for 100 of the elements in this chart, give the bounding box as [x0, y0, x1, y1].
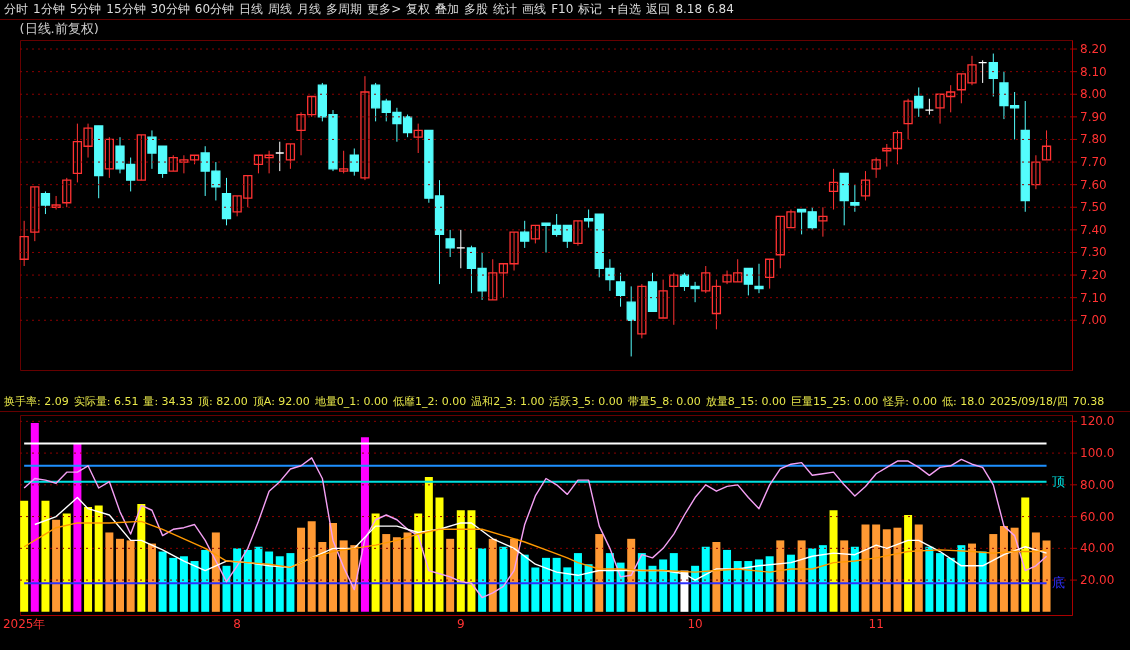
candlestick: [1041, 129, 1052, 161]
bar: [286, 553, 295, 612]
text: 低靡1_2: 0.00: [393, 395, 467, 408]
y-tick-label: 8.20: [1080, 42, 1107, 57]
text: 换手率: 2.09: [4, 395, 69, 408]
ref-line-label: 顶: [1052, 473, 1065, 489]
line-series: [23, 520, 1048, 573]
y-tick-label: 20.00: [1080, 573, 1115, 588]
candlestick: [658, 279, 668, 319]
bar: [105, 532, 114, 612]
bar: [424, 476, 433, 612]
bar: [169, 557, 178, 612]
text: 返回: [646, 2, 671, 16]
bar: [435, 497, 444, 612]
bar: [84, 507, 93, 612]
bar: [41, 500, 50, 612]
x-tick-label: 2025年: [2, 616, 46, 631]
bar: [158, 551, 167, 612]
bar: [669, 553, 678, 612]
bar: [243, 549, 252, 612]
candlestick: [850, 184, 860, 213]
bar: [1031, 532, 1040, 612]
bar: [382, 534, 391, 612]
bar: [179, 556, 188, 612]
text: 更多>: [367, 2, 402, 16]
y-tick-label: 7.70: [1080, 155, 1107, 170]
bar: [573, 553, 582, 612]
candlestick: [754, 263, 764, 294]
text: 多周期: [326, 2, 363, 16]
bar: [957, 545, 966, 612]
bar: [701, 546, 710, 612]
candlestick: [30, 186, 40, 242]
y-tick-label: 80.00: [1080, 477, 1115, 492]
bar: [392, 537, 401, 612]
text: 多股: [464, 2, 489, 16]
bar: [488, 538, 497, 612]
bar: [371, 513, 380, 612]
text: 放量8_15: 0.00: [705, 395, 787, 408]
bar: [648, 565, 657, 612]
text: 活跃3_5: 0.00: [549, 395, 623, 408]
x-tick-label: 10: [687, 616, 703, 631]
bar: [946, 557, 955, 612]
y-tick-label: 8.10: [1080, 64, 1107, 79]
bar: [137, 503, 146, 612]
candlestick: [615, 272, 626, 308]
bar: [776, 540, 785, 612]
bar: [20, 500, 29, 612]
bar: [116, 538, 124, 612]
text: 低: 18.0: [941, 395, 985, 408]
text: 分时: [4, 2, 28, 16]
candlestick: [669, 272, 679, 326]
candlestick: [488, 258, 498, 301]
bar: [233, 548, 242, 612]
line-series: [23, 457, 1048, 599]
text: 标记: [578, 2, 603, 16]
text: 巨量15_25: 0.00: [791, 395, 879, 408]
candlestick: [360, 75, 370, 181]
candlestick: [828, 168, 839, 211]
bar: [989, 534, 998, 612]
y-tick-label: 100.0: [1080, 446, 1115, 461]
candlestick: [860, 170, 871, 201]
bar: [829, 510, 838, 612]
bar: [254, 546, 263, 612]
bar: [1010, 527, 1019, 612]
bar: [201, 549, 210, 612]
bar: [904, 515, 913, 612]
candlestick: [892, 129, 903, 165]
x-tick-label: 9: [456, 616, 465, 631]
text: 顶A: 92.00: [252, 395, 310, 408]
candlestick: [520, 220, 530, 249]
candlestick: [136, 134, 146, 181]
candlestick: [871, 157, 881, 179]
bar: [94, 505, 103, 612]
candlestick: [51, 195, 61, 211]
bar: [307, 521, 316, 612]
bar: [62, 513, 71, 612]
chart-title: (日线.前复权): [19, 21, 99, 36]
bar: [999, 526, 1008, 612]
text: 带量5_8: 0.00: [627, 395, 701, 408]
candlestick: [19, 220, 29, 267]
bar: [925, 546, 934, 612]
text: 地量0_1: 0.00: [314, 395, 389, 408]
candlestick: [413, 123, 423, 154]
candlestick: [285, 143, 296, 170]
bar: [861, 524, 870, 612]
candlestick: [637, 283, 647, 339]
bar: [542, 557, 550, 612]
bar: [520, 554, 529, 612]
bar: [797, 540, 806, 612]
bar: [414, 513, 423, 612]
text: +自选: [607, 2, 642, 16]
ref-line-label: 底: [1052, 575, 1065, 591]
text: 画线: [522, 2, 547, 16]
candlestick: [1031, 154, 1041, 190]
bar: [595, 534, 604, 612]
candlestick: [339, 150, 349, 174]
y-tick-label: 7.90: [1080, 109, 1107, 124]
candlestick: [445, 229, 455, 258]
bar: [893, 527, 902, 612]
bar: [659, 559, 668, 612]
